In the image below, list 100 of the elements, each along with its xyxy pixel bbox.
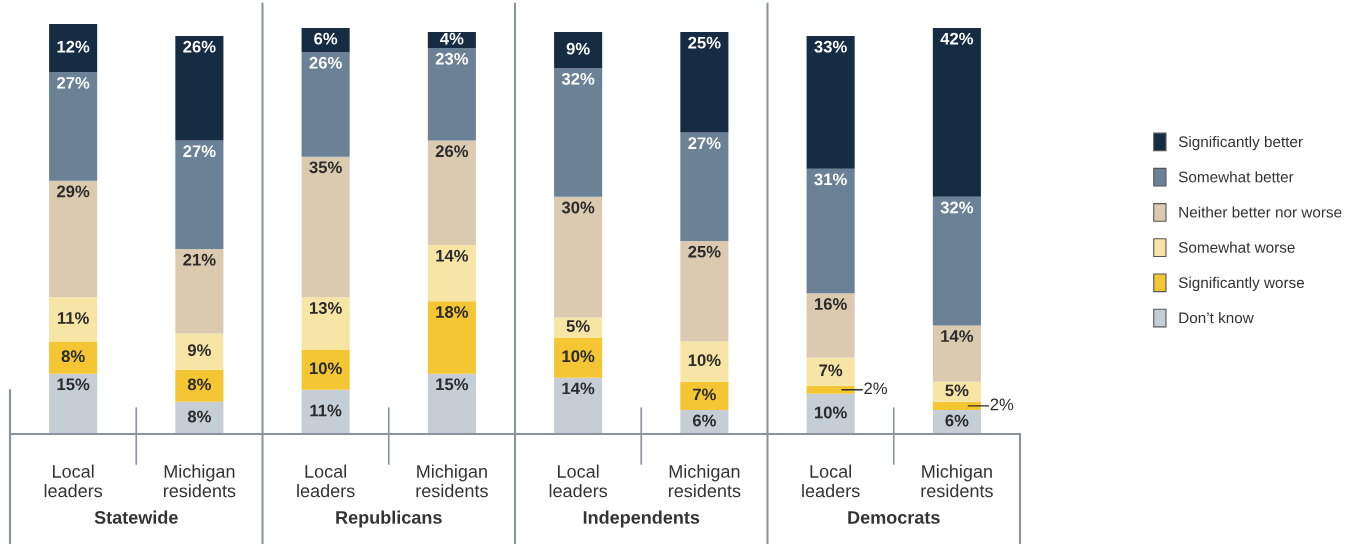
legend-label: Neither better nor worse: [1179, 206, 1342, 218]
data-label: 10%: [815, 406, 847, 419]
data-label: 6%: [314, 32, 338, 45]
data-label: 23%: [435, 52, 469, 65]
x-tick-label: Michigan residents: [668, 464, 741, 498]
data-label: 25%: [688, 36, 721, 49]
bar: [806, 293, 855, 358]
legend-label: Don’t know: [1179, 312, 1254, 324]
data-label: 27%: [183, 145, 216, 158]
data-label: 2%: [864, 382, 888, 395]
data-label: 6%: [945, 414, 969, 427]
bar: [806, 168, 855, 294]
bar: [175, 36, 224, 141]
bar: [175, 333, 224, 370]
data-label: 10%: [310, 362, 342, 375]
data-label: 33%: [814, 40, 847, 53]
bar: [49, 72, 98, 181]
bar: [49, 24, 98, 73]
text: Statewide: [94, 510, 178, 524]
data-label: 14%: [562, 382, 595, 395]
bar: [175, 140, 224, 250]
data-label: 5%: [945, 384, 969, 397]
data-label: 15%: [57, 378, 90, 391]
x-tick-label: Local leaders: [297, 464, 355, 498]
legend-label: Somewhat worse: [1178, 241, 1295, 253]
data-label: 27%: [57, 76, 90, 89]
data-label: 14%: [941, 330, 974, 342]
data-label: 5%: [566, 320, 590, 332]
legend-label: Significantly worse: [1178, 276, 1305, 292]
bar: [49, 341, 98, 374]
bar: [680, 341, 729, 382]
bar: [554, 196, 603, 318]
bar: [680, 241, 729, 342]
bar: [175, 369, 224, 402]
bar: [301, 297, 350, 350]
data-label: 4%: [440, 32, 464, 45]
data-label: 13%: [310, 302, 342, 314]
data-label: 7%: [819, 364, 843, 377]
bar: [554, 317, 603, 338]
data-label: 21%: [183, 253, 216, 266]
data-label: 27%: [688, 137, 721, 150]
x-tick-label: Michigan residents: [921, 464, 993, 498]
bar: [806, 36, 855, 169]
bar: [680, 32, 729, 133]
x-tick-label: Michigan residents: [163, 464, 236, 498]
data-label: 25%: [688, 245, 721, 258]
bar: [932, 196, 981, 326]
bar: [49, 180, 98, 298]
data-label: 18%: [436, 306, 469, 318]
bar: [301, 389, 350, 434]
x-tick-label: Local leaders: [44, 464, 103, 498]
data-label: 35%: [309, 161, 342, 174]
data-label: 31%: [814, 173, 847, 186]
bar: [554, 32, 603, 69]
data-label: 42%: [940, 32, 974, 45]
data-label: 11%: [57, 312, 89, 324]
bar: [175, 249, 224, 334]
legend-label: Significantly better: [1178, 135, 1303, 151]
data-label: 7%: [693, 388, 716, 401]
data-label: 32%: [940, 201, 974, 214]
data-label: 32%: [561, 72, 595, 85]
data-label: 14%: [436, 249, 469, 262]
data-label: 29%: [57, 185, 90, 198]
data-label: 10%: [688, 354, 721, 367]
data-label: 6%: [692, 414, 716, 427]
bar: [427, 373, 476, 434]
bar: [554, 68, 603, 197]
data-label: 16%: [815, 298, 847, 310]
data-label: 26%: [183, 40, 216, 53]
data-label: 26%: [435, 145, 469, 158]
x-tick-label: Michigan residents: [416, 464, 488, 498]
bar: [932, 325, 981, 382]
bar: [49, 297, 98, 342]
data-label: 2%: [990, 398, 1014, 411]
data-label: 30%: [561, 201, 595, 214]
x-tick-label: Local leaders: [802, 464, 860, 498]
bar: [680, 132, 729, 242]
bar: [806, 357, 855, 386]
bar: [301, 52, 350, 157]
bar: [806, 385, 855, 394]
text: Independents: [583, 510, 700, 528]
bar: [427, 245, 476, 302]
data-label: 26%: [309, 56, 342, 69]
data-label: 15%: [436, 378, 469, 391]
data-label: 8%: [187, 410, 211, 423]
legend-label: Somewhat better: [1178, 171, 1294, 183]
data-label: 9%: [566, 42, 590, 55]
bar: [932, 401, 981, 410]
bar: [554, 377, 603, 434]
data-label: 9%: [187, 344, 211, 357]
bar: [427, 140, 476, 246]
bar: [427, 48, 476, 141]
text: Republicans: [336, 510, 442, 528]
bar: [427, 301, 476, 374]
x-tick-label: Local leaders: [549, 464, 608, 498]
data-label: 8%: [187, 378, 211, 391]
data-label: 11%: [310, 404, 342, 417]
bar: [554, 337, 603, 378]
bar: [301, 349, 350, 390]
data-label: 10%: [562, 350, 595, 363]
